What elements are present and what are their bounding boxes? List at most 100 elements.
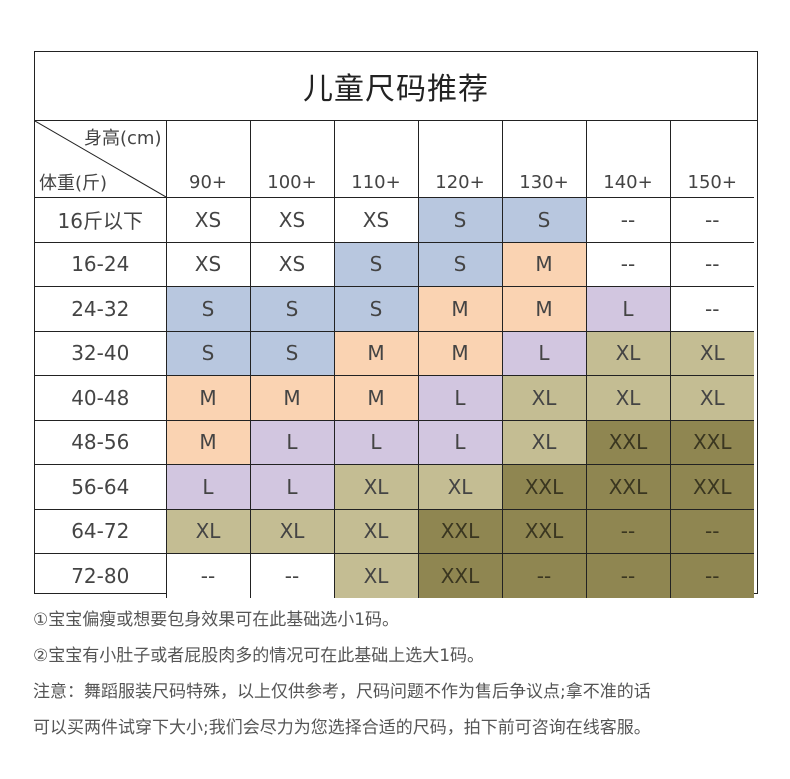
weight-label: 64-72 [35, 508, 167, 554]
size-cell: S [417, 197, 503, 243]
size-cell: -- [585, 241, 671, 287]
size-cell: XXL [585, 464, 671, 510]
size-cell: XL [165, 508, 251, 554]
size-cell: M [501, 286, 587, 332]
weight-label: 56-64 [35, 464, 167, 510]
size-cell: XL [501, 375, 587, 421]
weight-label: 24-32 [35, 286, 167, 332]
size-cell: -- [501, 553, 587, 598]
note-line: 注意：舞蹈服装尺码特殊，以上仅供参考，尺码问题不作为售后争议点;拿不准的话 [33, 682, 651, 702]
size-cell: -- [669, 286, 754, 332]
size-cell: -- [585, 197, 671, 243]
size-cell: S [249, 286, 335, 332]
size-cell: S [333, 286, 419, 332]
size-cell: XL [669, 375, 754, 421]
size-cell: L [501, 330, 587, 376]
size-cell: L [165, 464, 251, 510]
size-cell: S [501, 197, 587, 243]
size-cell: M [417, 330, 503, 376]
size-cell: -- [249, 553, 335, 598]
size-cell: -- [165, 553, 251, 598]
size-cell: -- [585, 508, 671, 554]
table-row: 48-56 M L L L XL XXL XXL [35, 419, 754, 465]
size-cell: M [165, 375, 251, 421]
header-row: 身高(cm) 体重(斤) 90+ 100+ 110+ 120+ 130+ 140+ 150+ [35, 121, 754, 198]
table-row: 32-40 S S M M L XL XL [35, 330, 754, 376]
size-cell: L [417, 375, 503, 421]
notes-section: ①宝宝偏瘦或想要包身效果可在此基础选小1码。 ②宝宝有小肚子或者屁股肉多的情况可… [33, 606, 773, 750]
size-cell: XL [501, 419, 587, 465]
size-cell: XL [417, 464, 503, 510]
note-line: ②宝宝有小肚子或者屁股肉多的情况可在此基础上选大1码。 [33, 646, 485, 666]
table-row: 64-72 XL XL XL XXL XXL -- -- [35, 508, 754, 554]
note-line: 可以买两件试穿下大小;我们会尽力为您选择合适的尺码，拍下前可咨询在线客服。 [33, 718, 651, 738]
size-table: 身高(cm) 体重(斤) 90+ 100+ 110+ 120+ 130+ 140+ 150+ 16… [35, 121, 754, 598]
table-row: 16-24 XS XS S S M -- -- [35, 241, 754, 287]
size-cell: M [417, 286, 503, 332]
height-header: 110+ [333, 121, 419, 198]
weight-label: 48-56 [35, 419, 167, 465]
size-cell: -- [669, 241, 754, 287]
size-cell: L [333, 419, 419, 465]
table-row: 16斤以下 XS XS XS S S -- -- [35, 197, 754, 243]
weight-label: 32-40 [35, 330, 167, 376]
size-cell: XL [333, 464, 419, 510]
size-cell: XL [333, 553, 419, 598]
size-cell: S [249, 330, 335, 376]
size-cell: XXL [585, 419, 671, 465]
size-cell: XS [249, 197, 335, 243]
diagonal-divider [35, 121, 165, 197]
weight-axis-label: 体重(斤) [39, 173, 108, 194]
weight-label: 16斤以下 [35, 197, 167, 243]
height-header: 150+ [669, 121, 754, 198]
size-cell: XXL [669, 419, 754, 465]
size-cell: S [165, 286, 251, 332]
size-cell: S [417, 241, 503, 287]
size-cell: XXL [501, 508, 587, 554]
size-cell: S [333, 241, 419, 287]
size-cell: L [417, 419, 503, 465]
size-cell: M [249, 375, 335, 421]
size-cell: XS [165, 241, 251, 287]
weight-label: 16-24 [35, 241, 167, 287]
size-cell: S [165, 330, 251, 376]
size-cell: M [333, 375, 419, 421]
size-cell: -- [669, 553, 754, 598]
height-axis-label: 身高(cm) [84, 128, 162, 149]
height-header: 130+ [501, 121, 587, 198]
weight-label: 72-80 [35, 553, 167, 598]
height-header: 120+ [417, 121, 503, 198]
size-cell: XL [585, 330, 671, 376]
size-cell: XXL [417, 508, 503, 554]
table-row: 40-48 M M M L XL XL XL [35, 375, 754, 421]
table-row: 56-64 L L XL XL XXL XXL XXL [35, 464, 754, 510]
size-cell: L [249, 419, 335, 465]
size-cell: XXL [669, 464, 754, 510]
size-cell: -- [585, 553, 671, 598]
size-cell: XXL [501, 464, 587, 510]
size-cell: XS [333, 197, 419, 243]
weight-label: 40-48 [35, 375, 167, 421]
size-cell: M [165, 419, 251, 465]
note-line: ①宝宝偏瘦或想要包身效果可在此基础选小1码。 [33, 610, 400, 630]
table-row: 72-80 -- -- XL XXL -- -- -- [35, 553, 754, 598]
size-chart: 儿童尺码推荐 身高(cm) 体重(斤) 90+ 100+ 110+ 120+ 130+ 140… [34, 51, 758, 598]
height-header: 100+ [249, 121, 335, 198]
size-cell: XXL [417, 553, 503, 598]
size-cell: M [501, 241, 587, 287]
size-cell: XL [669, 330, 754, 376]
size-cell: XL [585, 375, 671, 421]
table-row: 24-32 S S S M M L -- [35, 286, 754, 332]
chart-title: 儿童尺码推荐 [35, 52, 757, 121]
size-cell: L [249, 464, 335, 510]
size-cell: M [333, 330, 419, 376]
size-cell: -- [669, 508, 754, 554]
size-cell: XS [165, 197, 251, 243]
height-header: 140+ [585, 121, 671, 198]
size-cell: L [585, 286, 671, 332]
height-header: 90+ [165, 121, 251, 198]
size-cell: XL [249, 508, 335, 554]
size-cell: XL [333, 508, 419, 554]
size-cell: -- [669, 197, 754, 243]
size-cell: XS [249, 241, 335, 287]
